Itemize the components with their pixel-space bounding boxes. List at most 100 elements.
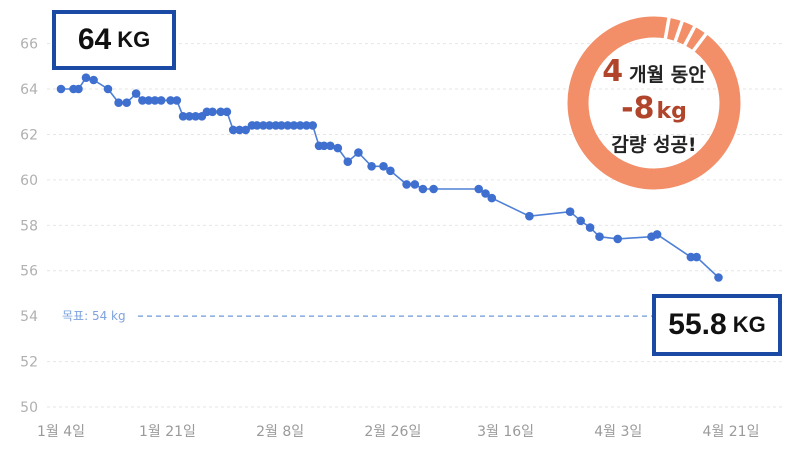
ring-change-unit: kg <box>656 98 687 124</box>
y-tick-label: 52 <box>20 355 38 371</box>
data-point <box>222 107 232 117</box>
ring-graphic <box>567 16 741 190</box>
data-point <box>576 216 585 226</box>
x-tick-label: 3월 16일 <box>477 424 534 440</box>
x-tick-label: 2월 26일 <box>364 424 421 440</box>
y-tick-label: 56 <box>20 264 38 280</box>
data-point <box>613 234 622 244</box>
data-point <box>191 112 200 121</box>
y-tick-label: 62 <box>20 127 38 143</box>
data-point <box>277 121 286 130</box>
series-layer <box>56 73 723 282</box>
ring-circle <box>567 16 741 190</box>
data-point <box>74 84 83 94</box>
data-point <box>367 162 376 171</box>
data-point <box>402 180 411 189</box>
data-point <box>565 207 575 216</box>
data-point <box>166 96 175 105</box>
data-point <box>216 107 225 117</box>
y-tick-label: 58 <box>20 218 38 234</box>
data-point <box>131 89 141 98</box>
data-point <box>259 121 268 130</box>
data-point <box>138 96 147 105</box>
ring-result: 감량 성공! <box>611 133 697 156</box>
y-tick-label: 66 <box>20 37 38 53</box>
ring-gap-stripes <box>663 16 709 53</box>
data-point <box>474 184 484 194</box>
data-point <box>302 121 311 130</box>
x-axis-ticks: 1월 4일 1월 21일 2월 8일 2월 26일 3월 16일 4월 3일 4월 21일 <box>37 424 759 440</box>
data-point <box>585 223 595 232</box>
data-point <box>114 98 123 107</box>
ring-change: -8kg <box>621 91 687 126</box>
data-point <box>386 166 395 176</box>
data-point <box>185 112 194 121</box>
data-point <box>692 252 701 262</box>
x-tick-label: 2월 8일 <box>256 424 304 440</box>
ring-text: 4 개월 동안 -8kg 감량 성공! <box>561 10 747 196</box>
data-point <box>295 121 305 130</box>
data-point <box>265 121 274 130</box>
end-weight-unit: KG <box>732 312 766 337</box>
y-tick-label: 50 <box>20 400 38 416</box>
data-point <box>343 157 353 166</box>
y-axis-ticks: 50 52 54 56 58 60 62 64 66 <box>20 37 38 416</box>
ring-gap <box>673 19 685 44</box>
ring-gap <box>663 16 672 41</box>
data-point <box>156 96 166 105</box>
data-point <box>379 162 388 171</box>
data-point <box>418 184 428 194</box>
data-point <box>652 230 662 239</box>
data-point <box>283 121 293 130</box>
data-point <box>178 112 188 121</box>
data-point <box>410 180 420 189</box>
data-point <box>333 143 343 153</box>
end-weight-badge: 55.8 KG <box>652 294 782 356</box>
end-weight-value: 55.8 <box>668 308 727 341</box>
data-point <box>122 98 131 107</box>
data-point <box>289 121 299 130</box>
result-ring-badge: 4 개월 동안 -8kg 감량 성공! <box>561 10 747 196</box>
grid-layer <box>47 43 782 408</box>
data-point <box>235 125 244 135</box>
x-tick-label: 1월 21일 <box>139 424 196 440</box>
data-point <box>56 84 66 94</box>
x-tick-label: 4월 3일 <box>594 424 642 440</box>
ring-change-value: -8 <box>621 90 655 126</box>
x-tick-label: 4월 21일 <box>703 424 760 440</box>
data-point <box>172 96 182 105</box>
x-tick-label: 1월 4일 <box>37 424 85 440</box>
data-point <box>241 125 250 135</box>
y-tick-label: 54 <box>20 309 38 325</box>
y-tick-label: 64 <box>20 82 38 98</box>
start-weight-badge: 64 KG <box>52 10 176 70</box>
data-point <box>208 107 217 117</box>
data-point <box>150 96 160 105</box>
ring-months: 4 <box>602 53 624 89</box>
data-point <box>103 84 113 94</box>
data-point <box>354 148 363 157</box>
goal-layer: 목표: 54 kg <box>62 309 652 323</box>
ring-gap <box>682 24 697 48</box>
y-tick-label: 60 <box>20 173 38 189</box>
data-point <box>252 121 262 130</box>
ring-months-suffix: 개월 동안 <box>629 63 706 86</box>
data-point <box>326 141 335 151</box>
data-point <box>81 73 91 82</box>
data-point <box>228 125 238 135</box>
start-weight-value: 64 <box>77 23 112 56</box>
data-point <box>429 184 438 194</box>
ring-gap <box>691 31 709 53</box>
ring-duration: 4 개월 동안 <box>602 54 705 89</box>
data-point <box>481 189 490 198</box>
data-point <box>89 75 98 85</box>
data-point <box>525 211 534 221</box>
goal-label: 목표: 54 kg <box>62 309 126 323</box>
data-point <box>319 141 329 151</box>
start-weight-unit: KG <box>117 27 151 52</box>
data-point <box>308 121 318 130</box>
data-point <box>144 96 153 105</box>
data-point <box>714 273 723 282</box>
data-point <box>595 232 604 241</box>
